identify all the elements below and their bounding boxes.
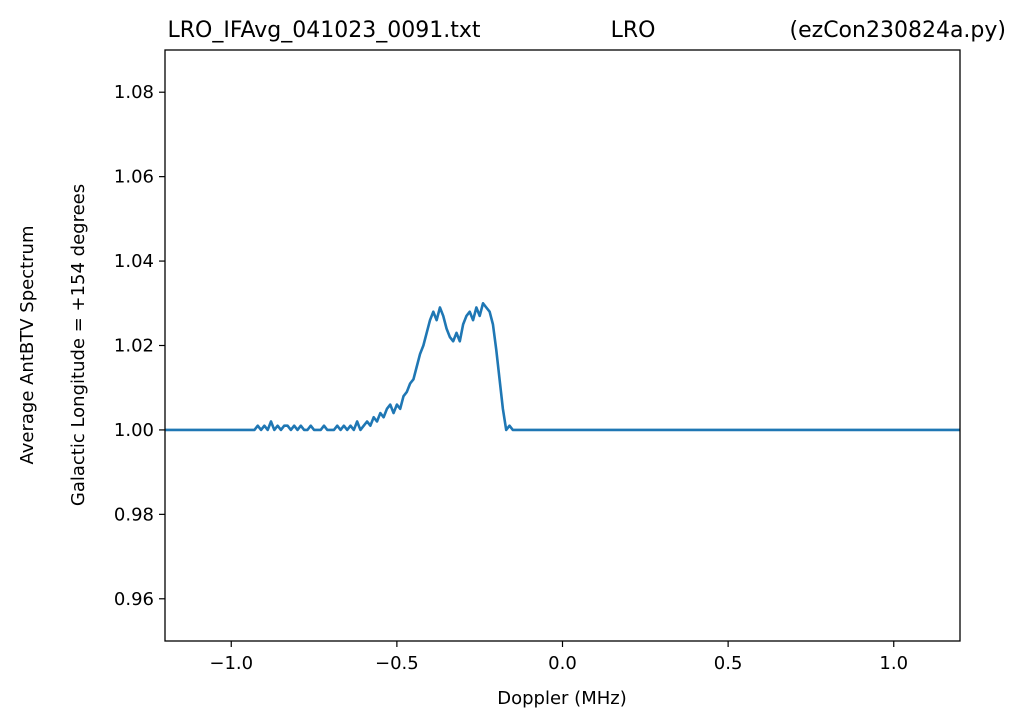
y-tick-label: 0.96	[114, 589, 154, 610]
y-tick-label: 1.08	[114, 82, 154, 103]
plot-series-group	[165, 301, 960, 432]
y-tick-label: 1.00	[114, 420, 154, 441]
x-axis-ticks: −1.0 −0.5 0.0 0.5 1.0	[209, 641, 908, 674]
title-station: LRO	[611, 18, 656, 43]
y-tick-label: 1.02	[114, 336, 154, 357]
y-tick-label: 0.98	[114, 504, 154, 525]
x-tick-label: 1.0	[879, 653, 908, 674]
x-tick-label: −0.5	[375, 653, 419, 674]
x-axis-label: Doppler (MHz)	[497, 688, 626, 709]
spectrum-line	[165, 301, 960, 432]
x-tick-label: 0.0	[548, 653, 577, 674]
y-tick-label: 1.04	[114, 251, 154, 272]
title-script: (ezCon230824a.py)	[790, 18, 1006, 43]
title-filename: LRO_IFAvg_041023_0091.txt	[168, 18, 481, 43]
x-tick-label: 0.5	[714, 653, 743, 674]
y-axis-label-line2: Galactic Longitude = +154 degrees	[68, 184, 89, 506]
y-axis-ticks: 0.96 0.98 1.00 1.02 1.04 1.06 1.08	[114, 82, 165, 610]
y-axis-label-line1: Average AntBTV Spectrum	[17, 225, 38, 464]
x-tick-label: −1.0	[209, 653, 253, 674]
y-tick-label: 1.06	[114, 167, 154, 188]
